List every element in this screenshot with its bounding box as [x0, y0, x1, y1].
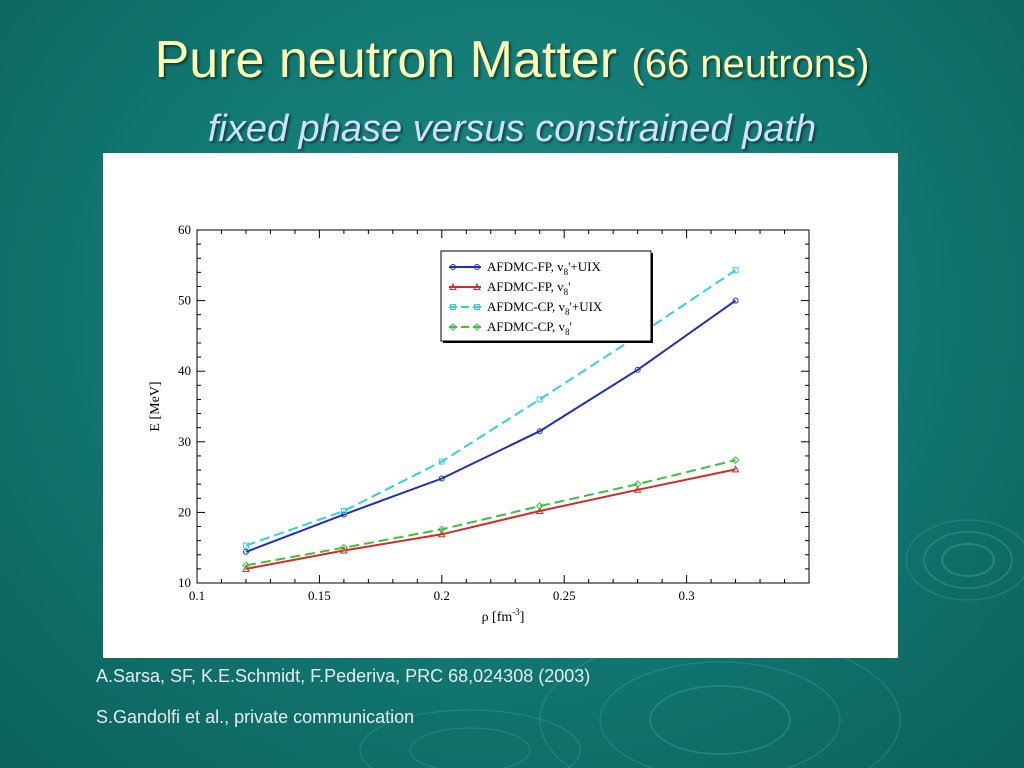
series-2-point: [731, 465, 740, 473]
series-2-point: [633, 485, 642, 493]
legend-marker-3: [450, 304, 456, 310]
legend-label-3: AFDMC-CP, v8'+UIX: [487, 299, 603, 317]
y-tick-label: 20: [178, 504, 191, 519]
legend-marker-end-1: [474, 264, 480, 270]
y-tick-label: 40: [178, 363, 191, 378]
series-3-point: [732, 267, 739, 274]
chart-legend: AFDMC-FP, v8'+UIX AFDMC-FP, v8' AFDMC-CP, …: [440, 250, 653, 343]
legend-label-1: AFDMC-FP, v8'+UIX: [487, 259, 601, 277]
series-4-point: [242, 561, 250, 570]
series-2-point: [535, 506, 544, 514]
series-2-point: [437, 530, 446, 538]
legend-label-4: AFDMC-CP, v8': [487, 319, 572, 337]
x-tick-label: 0.3: [678, 588, 694, 603]
y-tick-label: 10: [178, 575, 191, 590]
slide-title-paren: (66 neutrons): [631, 42, 870, 86]
series-1-point: [634, 366, 641, 373]
x-axis-label-end: ]: [520, 610, 525, 625]
series-1-point: [438, 475, 445, 482]
x-axis-label-sup: -3: [512, 607, 520, 617]
energy-density-chart: 0.1 0.15 0.2 0.25 0.3 10 20 30 40 50 60 ρ [fm-3] E…: [148, 222, 810, 625]
series-markers: [242, 267, 740, 572]
legend-marker-end-2: [473, 282, 481, 290]
series-1-point: [242, 548, 249, 555]
series-4-point: [437, 525, 446, 534]
series-3-point: [242, 542, 249, 549]
slide-subtitle: fixed phase versus constrained path: [207, 108, 817, 150]
series-4-point: [339, 543, 348, 552]
plot-frame: [196, 229, 810, 584]
series-line-1: [245, 299, 737, 553]
y-axis-label: E [MeV]: [148, 381, 163, 431]
series-3-point: [340, 507, 347, 514]
y-tick-label: 60: [178, 222, 191, 237]
x-tick-label: 0.25: [553, 588, 576, 603]
series-4-point: [731, 456, 740, 465]
x-tick-label: 0.1: [189, 588, 205, 603]
x-tick-label: 0.15: [308, 588, 331, 603]
axis-ticks: 0.1 0.15 0.2 0.25 0.3 10 20 30 40 50 60: [178, 222, 809, 603]
legend-label-2: AFDMC-FP, v8': [487, 279, 570, 297]
x-tick-label: 0.2: [434, 588, 450, 603]
series-4-point: [633, 480, 642, 489]
series-3-point: [438, 458, 445, 465]
series-line-3: [245, 269, 737, 547]
series-1-point: [340, 511, 347, 518]
legend-marker-end-4: [473, 323, 481, 331]
credit-line-1: A.Sarsa, SF, K.E.Schmidt, F.Pederiva, PR…: [96, 666, 591, 686]
series-line-2: [245, 468, 736, 570]
slide-title-main: Pure neutron Matter: [154, 31, 618, 89]
slide-title: Pure neutron Matter (66 neutrons): [0, 30, 1024, 94]
legend-marker-1: [450, 264, 456, 270]
series-1-point: [536, 428, 543, 435]
series-line-4: [245, 459, 736, 567]
plot-panel: 0.1 0.15 0.2 0.25 0.3 10 20 30 40 50 60 ρ [fm-3] E…: [103, 153, 898, 658]
y-tick-label: 30: [178, 434, 191, 449]
series-3-point: [536, 396, 543, 403]
credit-line-2: S.Gandolfi et al., private communication: [96, 707, 415, 727]
legend-marker-4: [449, 323, 457, 331]
series-2-point: [242, 564, 250, 572]
series-1-point: [732, 297, 739, 304]
y-tick-label: 50: [178, 293, 191, 308]
x-axis-label-base: ρ [fm: [482, 610, 513, 625]
x-axis-label: ρ [fm-3]: [482, 607, 525, 625]
series-2-point: [340, 546, 348, 554]
legend-marker-2: [449, 282, 457, 290]
series-4-point: [535, 502, 544, 510]
legend-marker-end-3: [474, 304, 480, 310]
series-lines: [245, 269, 737, 570]
